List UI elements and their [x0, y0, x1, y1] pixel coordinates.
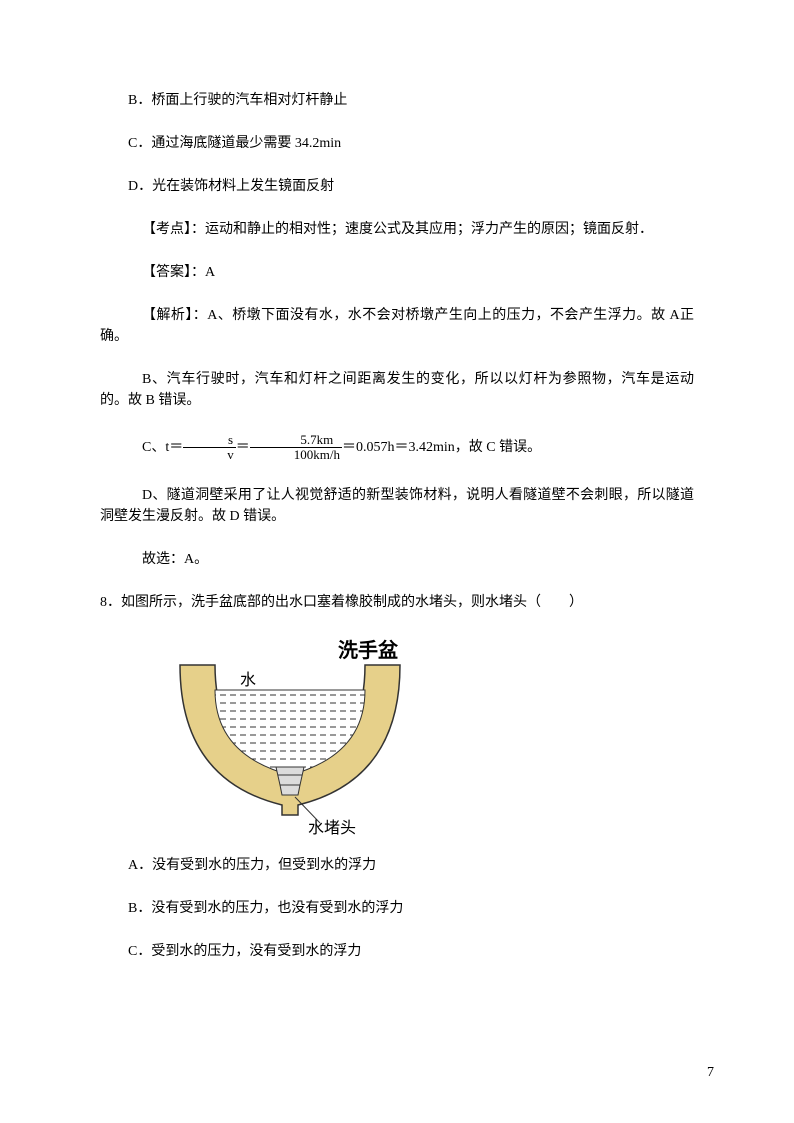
fraction-s-v: sv — [183, 433, 236, 463]
q8-stem: 8．如图所示，洗手盆底部的出水口塞着橡胶制成的水堵头，则水堵头（ ） — [100, 592, 694, 613]
frac1-den: v — [183, 448, 236, 462]
diagram-label-basin: 洗手盆 — [338, 638, 399, 662]
q8-option-c: C．受到水的压力，没有受到水的浮力 — [100, 941, 694, 962]
basin-diagram: 水 洗手盆 水堵头 — [160, 635, 694, 835]
q7-conclusion: 故选：A。 — [100, 549, 694, 570]
q7-analysis-c: C、t＝sv＝5.7km100km/h＝0.057h＝3.42min，故 C 错… — [100, 433, 694, 463]
q8-option-b: B．没有受到水的压力，也没有受到水的浮力 — [100, 898, 694, 919]
q7-analysis-b: B、汽车行驶时，汽车和灯杆之间距离发生的变化，所以以灯杆为参照物，汽车是运动的。… — [100, 369, 694, 411]
diagram-label-water: 水 — [240, 671, 256, 689]
q7-answer: 【答案】：A — [100, 262, 694, 283]
frac2-num: 5.7km — [250, 433, 342, 448]
diagram-label-plug: 水堵头 — [308, 819, 356, 835]
answer-label: 【答案】 — [142, 265, 191, 280]
exam-point-text: ：运动和静止的相对性；速度公式及其应用；浮力产生的原因；镜面反射． — [191, 222, 653, 237]
fraction-value: 5.7km100km/h — [250, 433, 342, 463]
answer-text: ：A — [191, 265, 215, 280]
eq1: ＝ — [236, 440, 250, 455]
q7-option-c: C．通过海底隧道最少需要 34.2min — [100, 133, 694, 154]
q7-analysis-d: D、隧道洞壁采用了让人视觉舒适的新型装饰材料，说明人看隧道壁不会刺眼，所以隧道洞… — [100, 485, 694, 527]
frac1-num: s — [183, 433, 236, 448]
analysis-label: 【解析】 — [142, 308, 193, 323]
analysis-c-pre: C、t＝ — [142, 440, 183, 455]
exam-point-label: 【考点】 — [142, 222, 191, 237]
page-number: 7 — [707, 1062, 714, 1083]
q7-analysis-a: 【解析】：A、桥墩下面没有水，水不会对桥墩产生向上的压力，不会产生浮力。故 A正… — [100, 305, 694, 347]
frac2-den: 100km/h — [250, 448, 342, 462]
q8-option-a: A．没有受到水的压力，但受到水的浮力 — [100, 855, 694, 876]
q7-exam-point: 【考点】：运动和静止的相对性；速度公式及其应用；浮力产生的原因；镜面反射． — [100, 219, 694, 240]
analysis-c-post: ＝0.057h＝3.42min，故 C 错误。 — [342, 440, 541, 455]
q7-option-d: D．光在装饰材料上发生镜面反射 — [100, 176, 694, 197]
q7-option-b: B．桥面上行驶的汽车相对灯杆静止 — [100, 90, 694, 111]
